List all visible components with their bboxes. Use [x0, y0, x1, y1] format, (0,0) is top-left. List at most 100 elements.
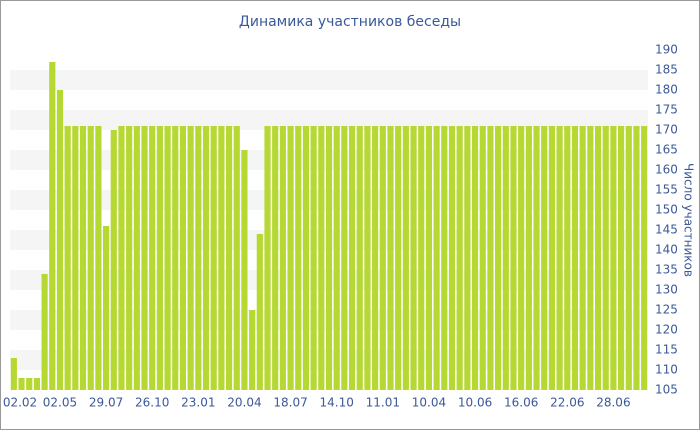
y-tick-label: 190: [655, 43, 678, 57]
x-tick-label: 26.10: [135, 396, 169, 410]
bar: [164, 126, 171, 390]
bar: [510, 126, 517, 390]
bar: [502, 126, 509, 390]
bar: [95, 126, 102, 390]
x-tick-label: 16.06: [504, 396, 538, 410]
bar: [479, 126, 486, 390]
x-tick-label: 14.10: [320, 396, 354, 410]
bar: [341, 126, 348, 390]
bar: [241, 150, 248, 390]
bar: [87, 126, 94, 390]
chart-title: Динамика участников беседы: [239, 14, 461, 30]
bar: [272, 126, 279, 390]
bar: [348, 126, 356, 390]
x-tick-label: 20.04: [227, 396, 261, 410]
bar: [425, 126, 433, 390]
bar: [433, 126, 440, 390]
y-tick-label: 135: [655, 263, 678, 277]
bar: [149, 126, 156, 390]
y-tick-label: 155: [655, 183, 678, 197]
bar: [49, 62, 56, 390]
bar: [133, 126, 140, 390]
bar: [456, 126, 463, 390]
bar: [156, 126, 163, 390]
bar: [10, 358, 17, 390]
bar: [633, 126, 640, 390]
y-tick-label: 105: [655, 383, 678, 397]
bar: [18, 378, 25, 390]
bar: [210, 126, 217, 390]
bar: [202, 126, 210, 390]
x-tick-label: 23.01: [181, 396, 215, 410]
bar: [79, 126, 87, 390]
bar: [448, 126, 456, 390]
bar: [410, 126, 417, 390]
bar: [26, 378, 33, 390]
y-tick-label: 160: [655, 163, 678, 177]
x-tick-label: 29.07: [89, 396, 123, 410]
bar: [641, 126, 648, 390]
y-tick-label: 145: [655, 223, 678, 237]
bar: [318, 126, 325, 390]
bar: [418, 126, 425, 390]
grid-band: [10, 110, 648, 130]
bar: [56, 90, 64, 390]
y-tick-label: 115: [655, 343, 678, 357]
y-tick-label: 125: [655, 303, 678, 317]
bar: [72, 126, 79, 390]
y-tick-label: 175: [655, 103, 678, 117]
bar: [364, 126, 371, 390]
bar: [372, 126, 379, 390]
bar: [533, 126, 540, 390]
bar: [225, 126, 233, 390]
y-tick-label: 130: [655, 283, 678, 297]
bar: [571, 126, 579, 390]
bar: [287, 126, 294, 390]
bar: [302, 126, 310, 390]
bar: [187, 126, 194, 390]
bar: [310, 126, 317, 390]
x-tick-label: 22.06: [550, 396, 584, 410]
y-tick-label: 120: [655, 323, 678, 337]
bar: [471, 126, 479, 390]
bar: [118, 126, 125, 390]
bar: [556, 126, 563, 390]
bar: [495, 126, 502, 390]
bar: [548, 126, 555, 390]
y-tick-label: 170: [655, 123, 678, 137]
y-tick-label: 165: [655, 143, 678, 157]
bar: [395, 126, 402, 390]
bar: [379, 126, 386, 390]
bar: [487, 126, 494, 390]
bar: [295, 126, 302, 390]
y-tick-label: 180: [655, 83, 678, 97]
bar: [325, 126, 333, 390]
x-tick-label: 10.04: [412, 396, 446, 410]
bar: [256, 234, 263, 390]
bar: [610, 126, 617, 390]
bar: [356, 126, 363, 390]
bar: [387, 126, 394, 390]
bar: [195, 126, 202, 390]
x-tick-label: 10.06: [458, 396, 492, 410]
bar: [402, 126, 409, 390]
y-tick-label: 150: [655, 203, 678, 217]
bar: [579, 126, 586, 390]
x-tick-label: 11.01: [366, 396, 400, 410]
bar: [541, 126, 548, 390]
bar: [126, 126, 133, 390]
bar: [441, 126, 448, 390]
bar: [41, 274, 48, 390]
bar: [264, 126, 271, 390]
bar: [64, 126, 71, 390]
bar: [518, 126, 525, 390]
x-tick-label: 28.06: [596, 396, 630, 410]
bar: [233, 126, 240, 390]
bar: [249, 310, 256, 390]
bar: [279, 126, 286, 390]
x-tick-label: 02.02: [3, 396, 37, 410]
bar: [594, 126, 602, 390]
bar: [33, 378, 40, 390]
bar: [103, 226, 110, 390]
